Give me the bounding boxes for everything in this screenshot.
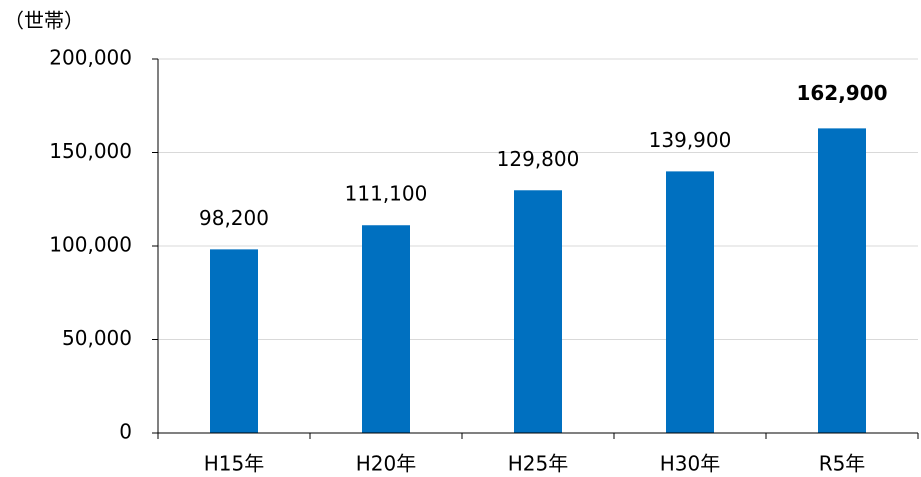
value-label: 162,900	[796, 81, 887, 105]
y-axis-label: （世帯）	[4, 9, 84, 33]
bar	[362, 225, 410, 433]
x-tick-label: H20年	[356, 452, 417, 476]
value-label: 111,100	[345, 182, 428, 206]
bar	[666, 171, 714, 433]
bar	[818, 128, 866, 433]
y-tick-label: 50,000	[62, 326, 132, 350]
x-tick-label: H15年	[204, 452, 265, 476]
x-tick-label: R5年	[819, 452, 866, 476]
bar	[514, 190, 562, 433]
bar	[210, 249, 258, 433]
y-tick-label: 150,000	[49, 139, 132, 163]
x-tick-label: H30年	[660, 452, 721, 476]
value-label: 98,200	[199, 206, 269, 230]
value-label: 139,900	[649, 128, 732, 152]
value-label: 129,800	[497, 147, 580, 171]
y-tick-label: 100,000	[49, 233, 132, 257]
y-tick-label: 0	[119, 420, 132, 444]
x-tick-label: H25年	[508, 452, 569, 476]
y-tick-label: 200,000	[49, 46, 132, 70]
